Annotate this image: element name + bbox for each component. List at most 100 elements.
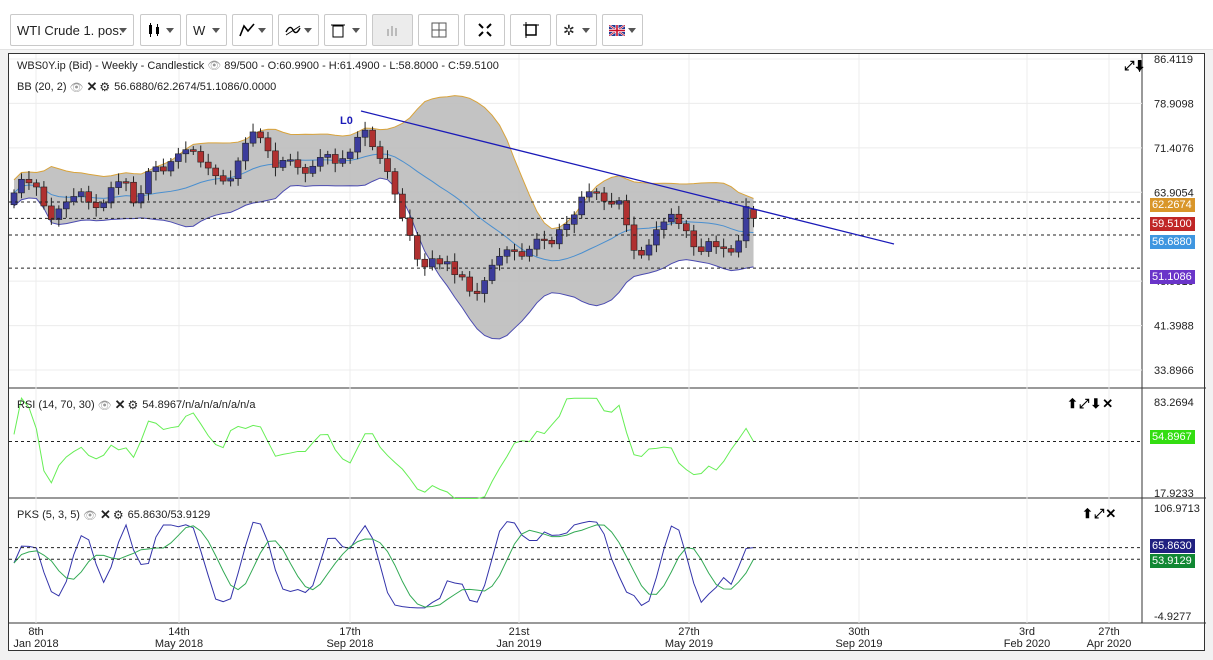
pks-axis-tick: -4.9277 <box>1154 611 1191 623</box>
close-icon[interactable]: ✕ <box>1102 396 1115 411</box>
eye-icon[interactable]: 👁 <box>82 509 97 522</box>
price-axis-tick: 71.4076 <box>1154 143 1194 155</box>
chevron-down-icon <box>212 28 220 33</box>
candle <box>10 192 18 206</box>
candle <box>294 159 302 168</box>
rsi-axis-tick: 17.9233 <box>1154 488 1194 500</box>
candle <box>33 182 40 188</box>
x-axis-tick-month: Sep 2019 <box>835 638 882 650</box>
gear-icon[interactable]: ⚙ <box>99 80 111 94</box>
candle <box>100 202 107 209</box>
eye-icon[interactable]: 👁 <box>69 81 84 94</box>
snapshot-icon <box>522 22 539 38</box>
timeframe-selector[interactable]: W <box>186 14 227 46</box>
candle <box>563 223 571 230</box>
candle <box>750 209 757 219</box>
rsi-panel-controls: ⬆⤢⬇✕ <box>1067 396 1114 412</box>
x-axis-tick-month: Jan 2019 <box>496 638 541 650</box>
resize-icon[interactable]: ⤢ <box>1078 396 1091 411</box>
drawing-tools-button[interactable] <box>232 14 273 46</box>
candle <box>316 157 324 167</box>
gear-icon[interactable]: ⚙ <box>112 508 124 522</box>
candle <box>242 142 249 162</box>
pks-k-line <box>13 520 754 609</box>
trendline-l0 <box>360 110 895 245</box>
candle <box>727 248 735 253</box>
candle <box>541 238 548 241</box>
snapshot-button[interactable] <box>510 14 551 46</box>
chevron-down-icon <box>304 28 312 33</box>
candle <box>623 200 630 226</box>
candle <box>167 161 175 172</box>
instrument-label: WTI Crude 1. pos. <box>17 22 123 38</box>
arrow-up-icon[interactable]: ⬆ <box>1082 506 1094 521</box>
candle <box>227 178 234 182</box>
bollinger-upper-line <box>13 95 754 230</box>
arrow-down-icon[interactable]: ⬇ <box>1135 58 1145 73</box>
candle <box>18 178 25 194</box>
arrow-up-icon[interactable]: ⬆ <box>1067 396 1079 411</box>
candle <box>309 165 317 174</box>
chart-frame[interactable]: L086.411978.909871.407663.905448.901041.… <box>8 53 1206 652</box>
fullscreen-button[interactable] <box>464 14 505 46</box>
candle <box>742 206 750 242</box>
candle <box>40 186 48 207</box>
candle <box>458 274 466 278</box>
resize-icon[interactable]: ⤢ <box>1124 58 1136 73</box>
close-icon[interactable]: ✕ <box>99 507 111 522</box>
candle <box>346 151 354 159</box>
pks-d-line <box>13 524 754 608</box>
close-icon[interactable]: ✕ <box>1105 506 1118 521</box>
bollinger-middle-line <box>13 153 754 262</box>
candle <box>354 136 361 153</box>
language-button[interactable] <box>602 14 643 46</box>
chart-type-button[interactable] <box>140 14 181 46</box>
eye-icon[interactable]: 👁 <box>207 60 222 72</box>
volume-icon <box>386 24 400 36</box>
close-icon[interactable]: ✕ <box>86 79 98 94</box>
candle <box>369 129 376 148</box>
candle <box>257 131 264 139</box>
indicators-button[interactable] <box>278 14 319 46</box>
candle <box>391 171 399 195</box>
candle <box>645 244 653 256</box>
candle <box>526 248 533 257</box>
x-axis-tick-month: May 2018 <box>155 638 203 650</box>
close-icon[interactable]: ✕ <box>114 397 126 412</box>
candle <box>160 166 167 172</box>
x-axis-tick-month: Apr 2020 <box>1087 638 1132 650</box>
candle <box>436 258 444 265</box>
candle <box>481 280 488 294</box>
rsi-line <box>13 397 754 499</box>
volume-button[interactable] <box>372 14 413 46</box>
gear-icon[interactable]: ⚙ <box>127 398 139 412</box>
x-axis-tick-day: 17th <box>339 626 360 638</box>
eye-icon[interactable]: 👁 <box>97 399 112 412</box>
delete-drawings-button[interactable] <box>324 14 367 46</box>
settings-button[interactable]: ✲ <box>556 14 597 46</box>
chart-canvas[interactable]: L086.411978.909871.407663.905448.901041.… <box>9 54 1206 652</box>
candle <box>443 261 451 265</box>
instrument-selector[interactable]: WTI Crude 1. pos. <box>10 14 134 46</box>
candle <box>249 131 257 144</box>
pks-k-tag: 65.8630 <box>1150 539 1195 553</box>
candle <box>361 129 369 138</box>
candle <box>414 235 421 260</box>
candle <box>279 160 287 168</box>
x-axis-tick-month: Sep 2018 <box>326 638 373 650</box>
crosshair-button[interactable] <box>418 14 459 46</box>
price-axis-tick: 63.9054 <box>1154 187 1194 199</box>
arrow-down-icon[interactable]: ⬇ <box>1090 396 1103 411</box>
candle <box>189 149 197 152</box>
resize-icon[interactable]: ⤢ <box>1093 506 1106 521</box>
candle <box>25 178 33 184</box>
pks-panel-controls: ⬆⤢✕ <box>1082 506 1117 522</box>
bb-mid-tag: 56.6880 <box>1150 235 1195 249</box>
candle <box>212 167 219 177</box>
timeframe-label: W <box>193 22 206 38</box>
candle <box>466 276 473 292</box>
candle <box>712 241 720 248</box>
bb-legend-title: BB (20, 2) <box>17 81 67 93</box>
candle <box>197 151 205 163</box>
pks-legend-title: PKS (5, 3, 5) <box>17 509 80 521</box>
